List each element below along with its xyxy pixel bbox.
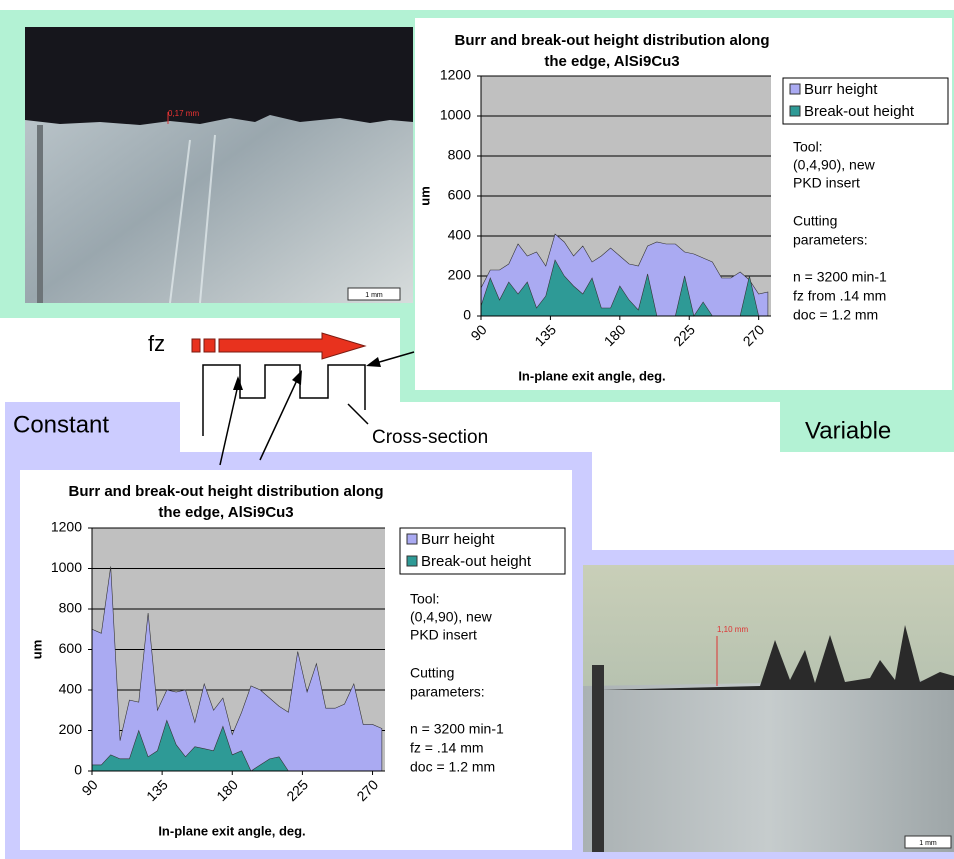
chart-note: (0,4,90), new: [793, 157, 876, 173]
y-axis-title: um: [29, 640, 44, 660]
chart-title: Burr and break-out height distribution a…: [455, 32, 770, 49]
chart-note: n = 3200 min-1: [410, 721, 504, 737]
chart-title: the edge, AlSi9Cu3: [158, 504, 293, 521]
legend-label: Burr height: [804, 81, 878, 98]
y-tick-label: 1000: [440, 107, 471, 123]
photo-scale: 1 mm: [365, 292, 383, 299]
chart-note: PKD insert: [793, 175, 860, 191]
y-tick-label: 1200: [51, 519, 82, 535]
chart-note: Tool:: [410, 591, 440, 607]
legend-label: Break-out height: [421, 553, 532, 570]
chart-note: (0,4,90), new: [410, 609, 493, 625]
y-tick-label: 0: [74, 762, 82, 778]
photo-top: 0,17 mm 1 mm: [25, 27, 413, 304]
chart-note: Tool:: [793, 139, 823, 155]
variable-box: [780, 402, 954, 452]
photo-measure: 1,10 mm: [717, 625, 748, 634]
y-tick-label: 400: [448, 227, 472, 243]
chart-note: PKD insert: [410, 627, 477, 643]
area-series: [91, 566, 383, 772]
constant-box: [5, 402, 180, 452]
y-tick-label: 400: [59, 681, 83, 697]
y-tick-label: 200: [59, 721, 83, 737]
legend-label: Break-out height: [804, 103, 915, 120]
legend-box: [782, 77, 949, 125]
chart-note: doc = 1.2 mm: [410, 759, 495, 775]
chart-note: fz = .14 mm: [410, 740, 484, 756]
feed-diagram: fz Cross-section: [148, 331, 488, 466]
photo-bottom: 1,10 mm 1 mm: [583, 565, 954, 852]
legend-label: Burr height: [421, 531, 495, 548]
legend-swatch: [406, 533, 418, 545]
legend-box: [399, 527, 566, 575]
y-tick-label: 800: [448, 147, 472, 163]
y-tick-label: 200: [448, 267, 472, 283]
fz-label: fz: [148, 331, 165, 356]
x-axis-title: In-plane exit angle, deg.: [518, 368, 665, 383]
y-tick-label: 1200: [440, 67, 471, 83]
chart-note: Cutting: [793, 213, 837, 229]
x-axis-title: In-plane exit angle, deg.: [158, 823, 305, 838]
y-tick-label: 1000: [51, 559, 82, 575]
variable-label: Variable: [805, 417, 891, 444]
chart-note: parameters:: [410, 684, 485, 700]
chart-note: fz from .14 mm: [793, 288, 886, 304]
legend-swatch: [406, 555, 418, 567]
y-tick-label: 0: [463, 307, 471, 323]
chart-title: Burr and break-out height distribution a…: [69, 483, 384, 500]
legend-swatch: [789, 105, 801, 117]
legend-swatch: [789, 83, 801, 95]
y-tick-label: 800: [59, 600, 83, 616]
chart-note: doc = 1.2 mm: [793, 307, 878, 323]
chart-title: the edge, AlSi9Cu3: [544, 53, 679, 70]
chart-note: n = 3200 min-1: [793, 269, 887, 285]
y-tick-label: 600: [59, 640, 83, 656]
photo-scale: 1 mm: [919, 840, 937, 847]
constant-label: Constant: [13, 411, 109, 438]
cross-section-label: Cross-section: [372, 427, 488, 448]
y-tick-label: 600: [448, 187, 472, 203]
y-axis-title: um: [417, 186, 432, 206]
photo-measure: 0,17 mm: [168, 109, 199, 118]
chart-note: Cutting: [410, 665, 454, 681]
chart-note: parameters:: [793, 232, 868, 248]
